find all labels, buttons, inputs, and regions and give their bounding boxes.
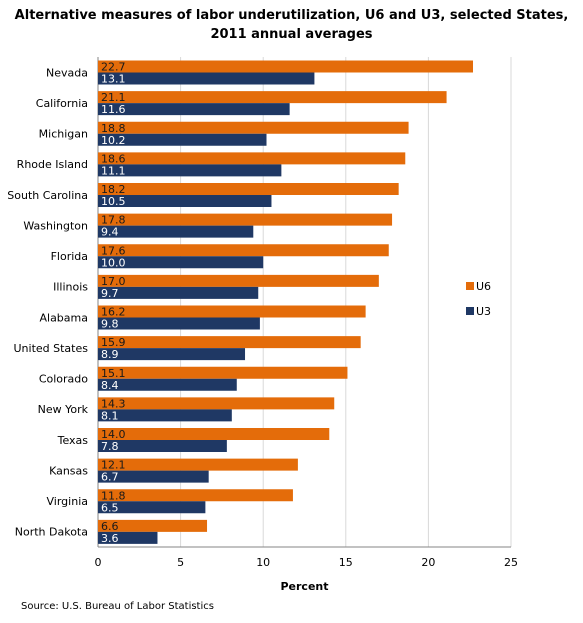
category-label: Michigan [39, 128, 88, 141]
bar-u3 [98, 225, 254, 238]
bar-u6 [98, 489, 293, 502]
category-label: Florida [51, 250, 88, 263]
legend-swatch-u3 [466, 307, 474, 315]
bar-u3 [98, 317, 260, 330]
data-label-u6: 11.8 [101, 489, 126, 502]
data-label-u6: 18.8 [101, 122, 126, 135]
data-label-u3: 9.7 [101, 287, 119, 300]
category-label: Kansas [49, 464, 88, 477]
bar-u6 [98, 519, 208, 532]
source-note: Source: U.S. Bureau of Labor Statistics [21, 601, 214, 612]
data-label-u6: 15.1 [101, 367, 126, 380]
data-label-u6: 18.6 [101, 152, 126, 165]
legend-swatch-u6 [466, 282, 474, 290]
bar-u6 [98, 213, 393, 226]
bar-u3 [98, 256, 264, 269]
category-label: California [36, 97, 88, 110]
category-label: North Dakota [15, 526, 88, 539]
data-label-u3: 3.6 [101, 532, 119, 545]
data-label-u3: 6.5 [101, 501, 119, 514]
data-label-u3: 8.1 [101, 409, 119, 422]
bar-u3 [98, 409, 232, 422]
bar-u3 [98, 164, 282, 177]
data-label-u3: 10.5 [101, 195, 126, 208]
category-label: Washington [23, 219, 88, 232]
bar-u6 [98, 366, 348, 379]
data-label-u6: 14.0 [101, 428, 126, 441]
category-label: South Carolina [7, 189, 88, 202]
category-label: Texas [57, 434, 89, 447]
bar-u3 [98, 501, 206, 514]
bar-u3 [98, 72, 315, 85]
data-label-u6: 21.1 [101, 91, 126, 104]
x-tick-label: 10 [256, 556, 270, 569]
bar-u3 [98, 195, 272, 207]
chart-title: Alternative measures of labor underutili… [0, 6, 583, 44]
category-label: Illinois [53, 281, 88, 294]
data-label-u6: 17.8 [101, 214, 126, 227]
bar-u3 [98, 470, 209, 483]
legend-label-u6: U6 [476, 280, 491, 293]
data-label-u3: 6.7 [101, 471, 119, 484]
x-tick-label: 15 [339, 556, 353, 569]
bar-u6 [98, 244, 389, 257]
data-label-u6: 22.7 [101, 61, 126, 74]
bar-u6 [98, 60, 474, 73]
data-label-u6: 15.9 [101, 336, 126, 349]
data-label-u6: 6.6 [101, 520, 119, 533]
x-tick-label: 0 [95, 556, 102, 569]
bar-u6 [98, 152, 406, 165]
bar-u6 [98, 91, 447, 104]
data-label-u3: 7.8 [101, 440, 119, 453]
data-label-u6: 18.2 [101, 183, 126, 196]
bar-u3 [98, 440, 227, 452]
chart-title-line: 2011 annual averages [210, 27, 373, 42]
x-tick-label: 5 [177, 556, 184, 569]
bar-u6 [98, 121, 409, 134]
legend-label-u3: U3 [476, 305, 491, 318]
bar-u3 [98, 103, 290, 116]
category-label: Colorado [39, 373, 88, 386]
data-label-u3: 10.0 [101, 256, 126, 269]
bar-u3 [98, 378, 237, 391]
bar-u6 [98, 274, 379, 287]
category-label: Nevada [46, 66, 88, 79]
bar-u6 [98, 458, 298, 471]
data-label-u6: 14.3 [101, 397, 126, 410]
x-tick-label: 20 [421, 556, 435, 569]
bar-u3 [98, 133, 267, 146]
data-label-u3: 11.6 [101, 103, 126, 116]
bar-u3 [98, 286, 259, 299]
category-label: New York [38, 403, 89, 416]
category-label: Virginia [47, 495, 88, 508]
bar-u6 [98, 428, 330, 440]
bar-u6 [98, 305, 366, 318]
bar-u3 [98, 348, 246, 361]
data-label-u3: 13.1 [101, 73, 126, 86]
x-axis-title: Percent [280, 580, 328, 593]
data-label-u3: 9.8 [101, 318, 119, 331]
data-label-u3: 8.4 [101, 379, 119, 392]
data-label-u3: 9.4 [101, 226, 119, 239]
data-label-u3: 10.2 [101, 134, 126, 147]
bar-u3 [98, 531, 158, 544]
chart-title-line: Alternative measures of labor underutili… [14, 8, 569, 23]
category-label: United States [14, 342, 89, 355]
data-label-u6: 17.6 [101, 244, 126, 257]
data-label-u3: 8.9 [101, 348, 119, 361]
category-label: Alabama [39, 311, 88, 324]
x-tick-label: 25 [504, 556, 518, 569]
data-label-u6: 17.0 [101, 275, 126, 288]
bar-u6 [98, 183, 399, 195]
category-label: Rhode Island [17, 158, 88, 171]
bar-u6 [98, 397, 335, 410]
bar-u6 [98, 336, 361, 349]
data-label-u6: 12.1 [101, 459, 126, 472]
data-label-u6: 16.2 [101, 306, 126, 319]
data-label-u3: 11.1 [101, 164, 126, 177]
